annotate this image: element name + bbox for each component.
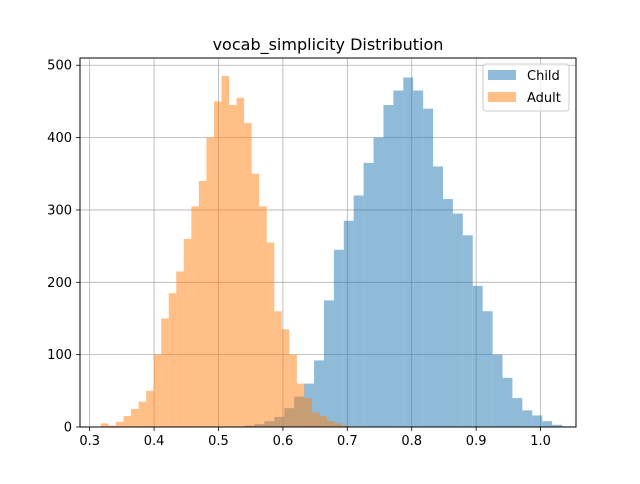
bar-child-31 xyxy=(552,424,563,427)
bar-adult-1 xyxy=(108,425,117,427)
bar-child-22 xyxy=(462,235,473,427)
axis-ticks: 0.3 0.4 0.5 0.6 0.7 0.8 0.9 1.0 0 100 200 300 400 500 xyxy=(47,59,551,449)
bar-adult-29 xyxy=(319,416,328,427)
bar-adult-9 xyxy=(168,293,177,427)
bar-adult-26 xyxy=(296,383,305,427)
bar-child-19 xyxy=(433,166,443,427)
bar-child-24 xyxy=(482,311,493,427)
bar-adult-5 xyxy=(138,401,147,427)
chart-title: vocab_simplicity Distribution xyxy=(213,35,444,55)
bar-child-15 xyxy=(393,90,404,427)
bar-adult-20 xyxy=(251,173,260,427)
bar-child-9 xyxy=(333,249,344,427)
legend-label-child: Child xyxy=(527,69,560,84)
bar-adult-19 xyxy=(244,123,252,427)
legend-label-adult: Adult xyxy=(527,91,561,106)
bar-adult-27 xyxy=(304,398,312,427)
y-tick-label-0: 0 xyxy=(64,421,72,436)
bar-child-16 xyxy=(403,77,414,428)
bar-adult-13 xyxy=(198,181,207,427)
y-tick-label-3: 300 xyxy=(47,203,72,218)
y-tick-label-1: 100 xyxy=(47,348,72,363)
y-tick-label-2: 200 xyxy=(47,276,72,291)
bar-adult-2 xyxy=(116,421,124,427)
x-tick-label-2: 0.5 xyxy=(208,434,229,449)
x-tick-label-6: 0.9 xyxy=(466,434,487,449)
bar-adult-11 xyxy=(183,238,192,427)
bar-adult-3 xyxy=(123,416,132,427)
x-tick-label-5: 0.8 xyxy=(401,434,422,449)
bar-adult-7 xyxy=(153,354,162,427)
y-tick-label-5: 500 xyxy=(47,59,72,74)
legend-swatch-child xyxy=(488,70,516,80)
legend: Child Adult xyxy=(482,63,570,112)
bar-adult-22 xyxy=(266,242,275,427)
bar-adult-8 xyxy=(161,318,169,427)
bar-child-12 xyxy=(363,162,374,428)
bar-adult-24 xyxy=(281,329,290,427)
x-tick-label-0: 0.3 xyxy=(79,434,100,449)
bar-child-7 xyxy=(314,360,324,427)
bar-child-25 xyxy=(492,354,503,427)
bar-adult-10 xyxy=(176,271,184,427)
bar-adult-32 xyxy=(342,425,350,427)
histogram-bars xyxy=(100,76,572,428)
bar-child-11 xyxy=(353,195,364,427)
legend-swatch-adult xyxy=(488,92,516,102)
bar-child-26 xyxy=(502,377,513,427)
bar-adult-21 xyxy=(259,206,267,427)
x-tick-label-4: 0.7 xyxy=(337,434,358,449)
bar-child-29 xyxy=(532,415,543,427)
bar-adult-31 xyxy=(334,423,343,427)
bar-child-8 xyxy=(323,300,334,427)
y-tick-label-4: 400 xyxy=(47,131,72,146)
bar-child-23 xyxy=(472,285,483,427)
bar-child-13 xyxy=(373,137,384,427)
bar-adult-28 xyxy=(311,412,320,427)
bar-adult-6 xyxy=(146,390,154,427)
bar-adult-18 xyxy=(236,97,245,427)
series-child xyxy=(244,77,572,428)
bar-adult-23 xyxy=(274,311,282,427)
bar-adult-12 xyxy=(191,206,199,427)
bar-adult-0 xyxy=(100,423,109,427)
bar-adult-4 xyxy=(131,408,139,427)
bar-adult-25 xyxy=(289,354,297,427)
x-tick-label-3: 0.6 xyxy=(273,434,294,449)
bar-child-27 xyxy=(512,398,523,427)
bar-adult-30 xyxy=(327,421,335,427)
bar-adult-17 xyxy=(229,105,237,427)
bar-child-10 xyxy=(343,220,354,427)
bar-child-17 xyxy=(413,90,424,427)
bar-child-14 xyxy=(383,105,394,427)
bar-child-30 xyxy=(542,421,553,427)
bar-adult-15 xyxy=(213,101,222,427)
series-adult xyxy=(100,76,350,428)
axes-frame xyxy=(79,57,577,428)
bar-child-28 xyxy=(522,410,533,427)
bar-child-18 xyxy=(423,108,434,427)
bar-adult-16 xyxy=(221,76,230,428)
x-tick-label-1: 0.4 xyxy=(144,434,165,449)
bar-child-21 xyxy=(452,213,463,427)
x-tick-label-7: 1.0 xyxy=(530,434,551,449)
bar-adult-14 xyxy=(206,137,214,427)
bar-child-20 xyxy=(442,199,453,427)
